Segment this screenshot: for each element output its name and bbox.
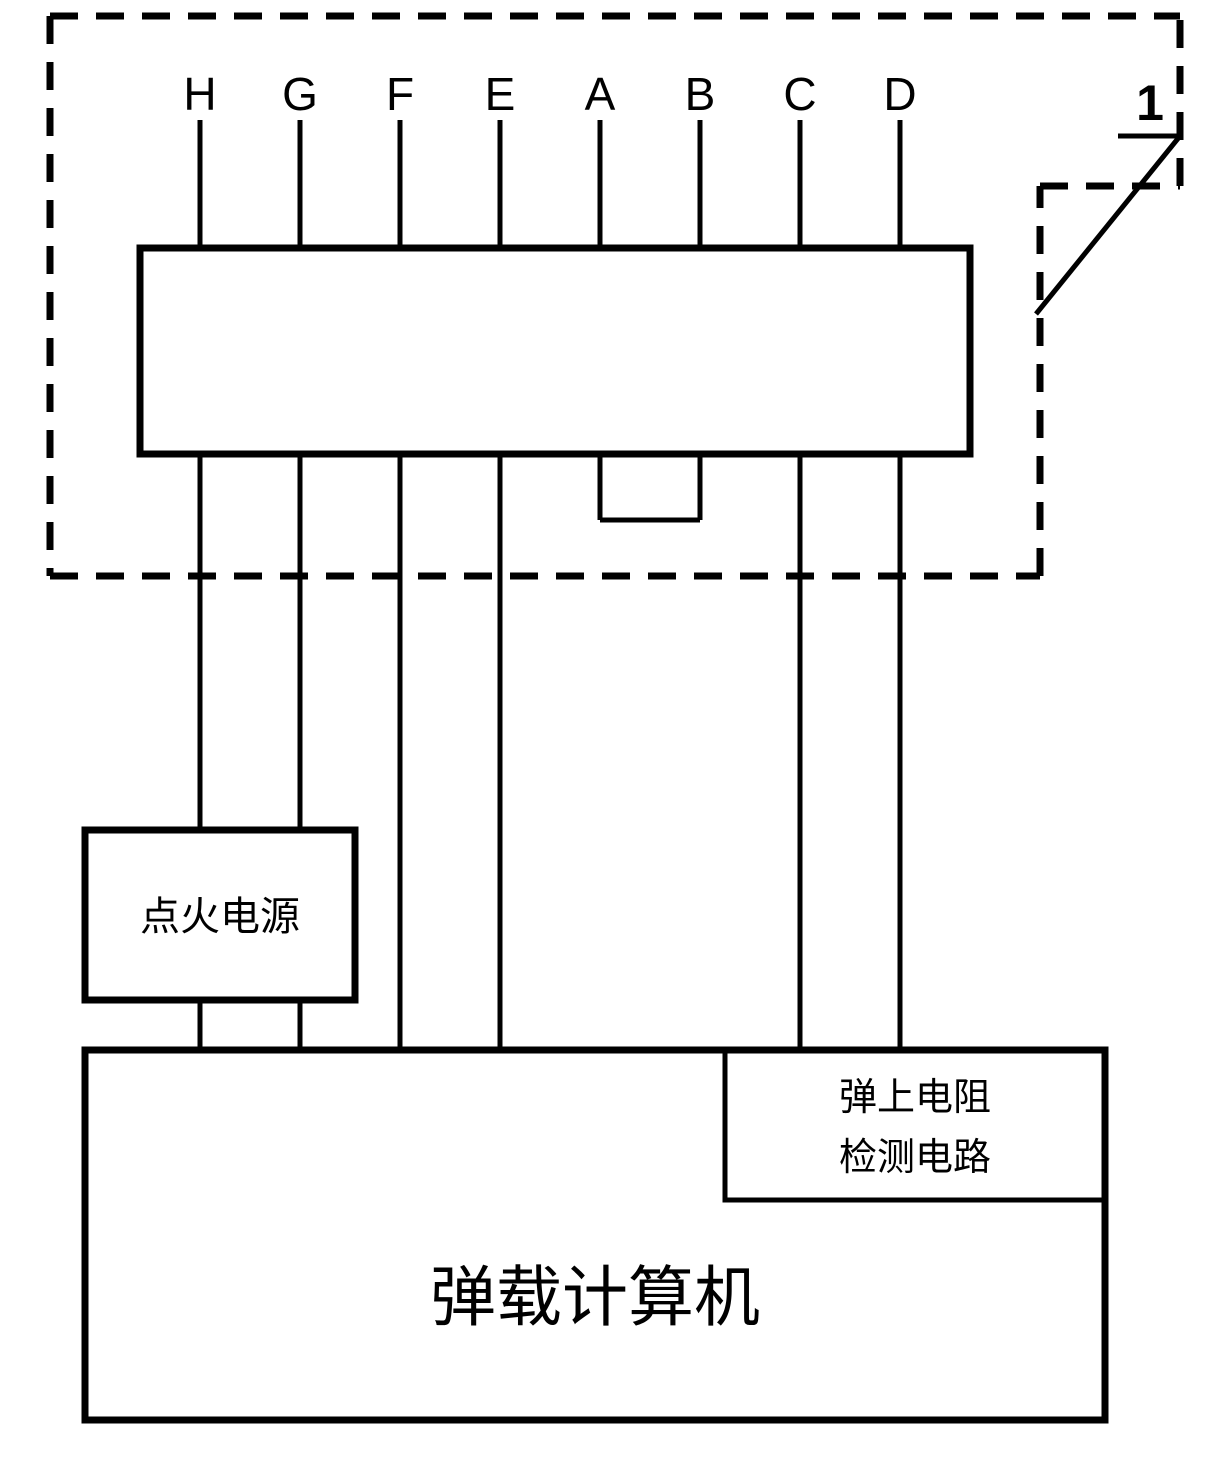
pin-label-B: B	[685, 68, 716, 120]
pin-label-G: G	[282, 68, 318, 120]
resistance-detect-label-line1: 弹上电阻	[839, 1077, 991, 1119]
pin-label-F: F	[386, 68, 414, 120]
reference-label-1: 1	[1136, 75, 1164, 131]
pin-label-C: C	[783, 68, 816, 120]
connector-block	[140, 248, 970, 454]
short-loop-ab	[600, 454, 700, 520]
pin-label-H: H	[183, 68, 216, 120]
pin-label-E: E	[485, 68, 516, 120]
pin-label-D: D	[883, 68, 916, 120]
resistance-detect-label-line2: 检测电路	[839, 1137, 991, 1179]
reference-callout-1	[1036, 136, 1180, 314]
missile-computer-label: 弹载计算机	[430, 1260, 760, 1334]
pin-label-A: A	[585, 68, 616, 120]
ignition-power-label: 点火电源	[140, 895, 300, 939]
